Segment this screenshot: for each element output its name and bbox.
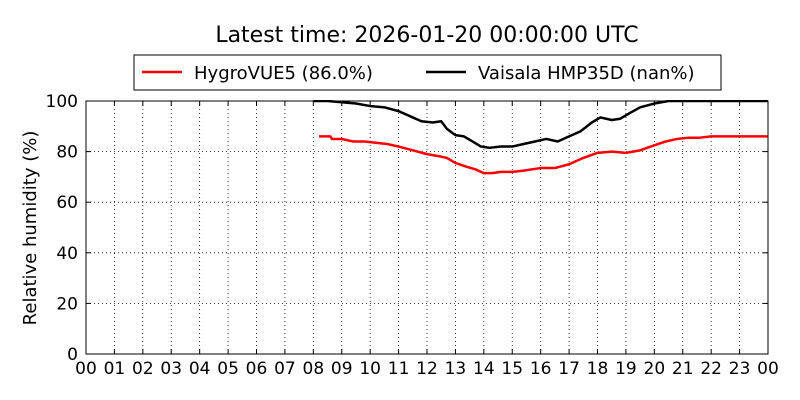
x-tick-label: 02 [132,359,154,379]
legend-label-hygrovue5: HygroVUE5 (86.0%) [194,63,373,84]
plot-frame [85,100,769,355]
series-line-1 [313,100,768,150]
x-tick-label: 14 [473,359,495,379]
x-tick-label: 21 [672,359,694,379]
grid [86,101,768,354]
x-tick-label: 16 [530,359,552,379]
x-tick-label: 06 [246,359,268,379]
series-layer [313,100,768,175]
ticks [85,100,769,355]
y-tick-labels: 0 20 40 60 80 100 [46,92,78,365]
y-tick-label: 0 [67,345,78,365]
x-tick-label: 23 [729,359,751,379]
y-tick-label: 60 [56,193,78,213]
x-tick-label: 03 [160,359,182,379]
y-tick-label: 100 [46,92,78,112]
x-tick-label: 18 [587,359,609,379]
x-tick-label: 10 [359,359,381,379]
x-tick-label: 19 [615,359,637,379]
x-tick-label: 08 [303,359,325,379]
x-tick-label: 22 [700,359,722,379]
x-tick-label: 09 [331,359,353,379]
x-tick-label: 01 [104,359,126,379]
series-line-0 [319,135,768,175]
y-axis-label: Relative humidity (%) [20,131,41,326]
x-tick-label: 20 [644,359,666,379]
x-tick-label: 11 [388,359,410,379]
x-tick-label: 15 [501,359,523,379]
x-tick-label: 12 [416,359,438,379]
x-tick-labels: 00 01 02 03 04 05 06 07 08 09 10 11 12 13 14 15 16 17 18 19… [75,359,779,379]
x-tick-label: 05 [217,359,239,379]
x-tick-label: 13 [445,359,467,379]
chart-title: Latest time: 2026-01-20 00:00:00 UTC [215,23,638,48]
x-tick-label: 04 [189,359,211,379]
x-tick-label: 00 [757,359,779,379]
legend-label-vaisala: Vaisala HMP35D (nan%) [478,63,695,84]
y-tick-label: 40 [56,244,78,264]
legend: HygroVUE5 (86.0%) Vaisala HMP35D (nan%) [133,54,722,91]
y-tick-label: 20 [56,294,78,314]
x-tick-label: 17 [558,359,580,379]
y-tick-label: 80 [56,143,78,163]
x-tick-label: 00 [75,359,97,379]
x-tick-label: 07 [274,359,296,379]
